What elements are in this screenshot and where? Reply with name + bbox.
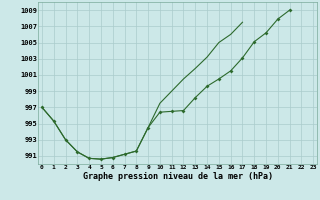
X-axis label: Graphe pression niveau de la mer (hPa): Graphe pression niveau de la mer (hPa): [83, 172, 273, 181]
